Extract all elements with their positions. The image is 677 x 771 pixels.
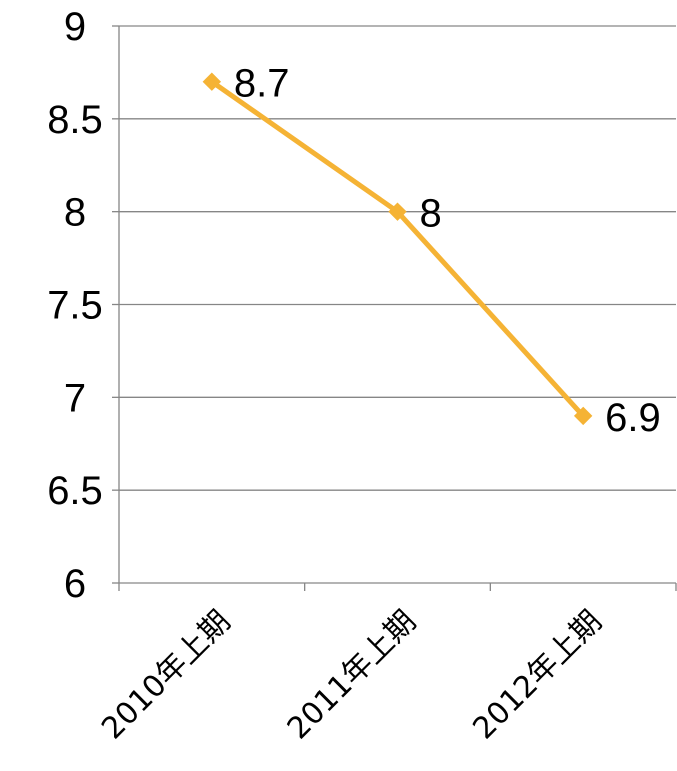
y-tick-label: 6 (64, 562, 86, 606)
x-category-label: 2010年上期 (95, 604, 237, 746)
y-axis-tick-labels: 6 6.5 7 7.5 8 8.5 9 (47, 5, 103, 606)
y-tick-label: 7 (64, 376, 86, 420)
gridlines (119, 25, 676, 491)
data-point-marker (573, 406, 593, 426)
x-category-label: 2011年上期 (281, 604, 423, 746)
y-tick-label: 8 (64, 191, 86, 235)
y-tick-label: 7.5 (47, 284, 103, 328)
y-tick-label: 9 (64, 5, 86, 49)
data-label: 6.9 (605, 396, 661, 440)
data-label: 8.7 (234, 62, 290, 106)
axes (112, 25, 677, 591)
y-tick-label: 8.5 (47, 98, 103, 142)
series-layer (202, 72, 593, 426)
series-line (209, 79, 586, 419)
data-point-marker (388, 202, 407, 221)
x-category-label: 2012年上期 (466, 604, 608, 746)
x-axis-category-labels: 2010年上期 2011年上期 2012年上期 (95, 604, 609, 746)
data-point-marker (202, 72, 222, 91)
y-tick-label: 6.5 (47, 469, 103, 513)
data-labels: 8.7 8 6.9 (234, 62, 661, 440)
data-label: 8 (420, 192, 442, 236)
